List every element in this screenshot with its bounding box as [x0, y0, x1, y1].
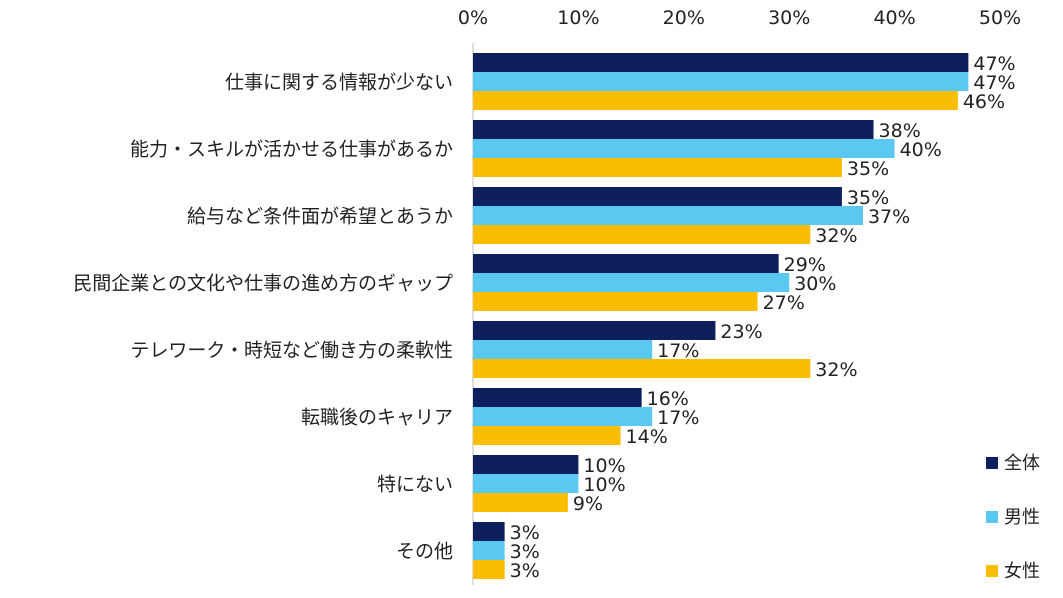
category-label: 転職後のキャリア — [301, 407, 453, 429]
legend-label: 男性 — [1004, 507, 1040, 528]
data-label: 29% — [784, 254, 826, 276]
data-label: 46% — [963, 91, 1005, 113]
data-labels: 47%47%46%38%40%35%35%37%32%29%30%27%23%1… — [510, 53, 1016, 582]
x-tick-label: 20% — [663, 7, 705, 29]
legend-label: 女性 — [1004, 561, 1040, 582]
data-label: 10% — [583, 474, 625, 496]
bar — [473, 91, 958, 110]
legend-swatch — [986, 565, 998, 577]
bar — [473, 541, 505, 560]
data-label: 32% — [815, 359, 857, 381]
x-tick-label: 40% — [873, 7, 915, 29]
bar — [473, 359, 811, 378]
data-label: 27% — [763, 292, 805, 314]
data-label: 10% — [583, 455, 625, 477]
data-label: 37% — [868, 206, 910, 228]
data-label: 35% — [847, 158, 889, 180]
category-label: テレワーク・時短など働き方の柔軟性 — [130, 340, 453, 362]
bar — [473, 273, 790, 292]
x-tick-label: 0% — [458, 7, 488, 29]
x-tick-label: 50% — [979, 7, 1021, 29]
data-label: 40% — [900, 139, 942, 161]
bar — [473, 522, 505, 541]
category-label: 給与など条件面が希望とあうか — [187, 206, 453, 228]
bar — [473, 493, 568, 512]
bar — [473, 225, 811, 244]
bar — [473, 474, 579, 493]
x-axis-ticks: 0% 10% 20% 30% 40% 50% — [458, 7, 1021, 29]
bar — [473, 388, 642, 407]
bar — [473, 292, 758, 311]
category-label: 仕事に関する情報が少ない — [225, 72, 453, 94]
legend-swatch — [986, 511, 998, 523]
x-tick-label: 10% — [557, 7, 599, 29]
bar — [473, 426, 621, 445]
bar — [473, 455, 579, 474]
category-label: 特にない — [377, 474, 453, 496]
category-label: その他 — [396, 541, 453, 563]
x-tick-label: 30% — [768, 7, 810, 29]
data-label: 3% — [510, 560, 540, 582]
category-label: 能力・スキルが活かせる仕事があるか — [130, 139, 453, 161]
bar — [473, 254, 779, 273]
legend-label: 全体 — [1004, 453, 1040, 474]
data-label: 35% — [847, 187, 889, 209]
bars — [473, 53, 969, 579]
bar — [473, 321, 716, 340]
data-label: 14% — [626, 426, 668, 448]
bar — [473, 53, 969, 72]
bar — [473, 187, 842, 206]
data-label: 17% — [657, 407, 699, 429]
bar — [473, 407, 653, 426]
bar — [473, 206, 863, 225]
legend-swatch — [986, 457, 998, 469]
data-label: 47% — [973, 72, 1015, 94]
bar — [473, 139, 895, 158]
data-label: 9% — [573, 493, 603, 515]
data-label: 16% — [647, 388, 689, 410]
bar — [473, 158, 842, 177]
bar — [473, 72, 969, 91]
data-label: 30% — [794, 273, 836, 295]
category-label: 民間企業との文化や仕事の進め方のギャップ — [73, 273, 453, 295]
category-labels: 仕事に関する情報が少ない能力・スキルが活かせる仕事があるか給与など条件面が希望と… — [73, 72, 453, 563]
data-label: 23% — [720, 321, 762, 343]
bar — [473, 120, 874, 139]
data-label: 3% — [510, 541, 540, 563]
data-label: 3% — [510, 522, 540, 544]
data-label: 38% — [879, 120, 921, 142]
bar — [473, 560, 505, 579]
data-label: 17% — [657, 340, 699, 362]
data-label: 47% — [973, 53, 1015, 75]
bar — [473, 340, 653, 359]
data-label: 32% — [815, 225, 857, 247]
